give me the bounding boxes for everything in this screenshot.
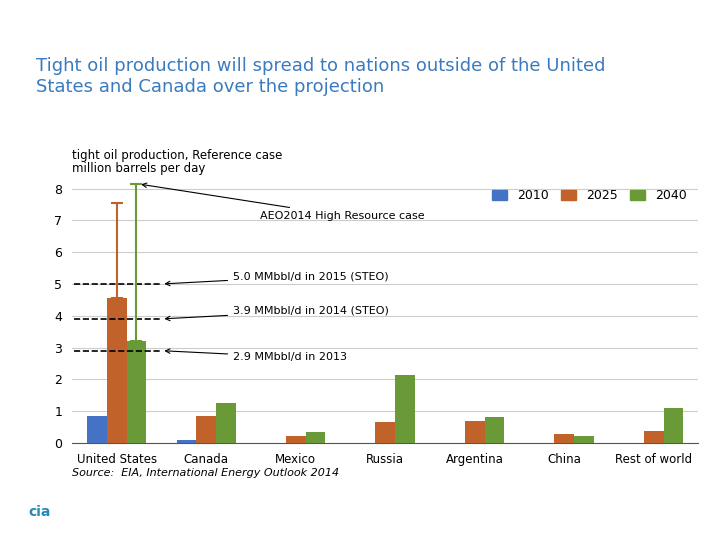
Bar (305, 431, 325, 443)
Legend: 2010, 2025, 2040: 2010, 2025, 2040 (487, 185, 692, 207)
Text: tight oil production, Reference case: tight oil production, Reference case (72, 149, 282, 163)
Text: 5.0 MMbbl/d in 2015 (STEO): 5.0 MMbbl/d in 2015 (STEO) (166, 271, 389, 286)
Text: 2.9 MMbbl/d in 2013: 2.9 MMbbl/d in 2013 (166, 349, 347, 362)
Text: AEO2014 High Resource case: AEO2014 High Resource case (142, 183, 425, 221)
Bar (176, 440, 197, 443)
Bar (107, 298, 127, 443)
Text: Deloitte Oil and Gas Conference: Deloitte Oil and Gas Conference (101, 498, 268, 508)
Bar (127, 341, 146, 443)
Text: 9: 9 (690, 503, 702, 521)
Bar (644, 431, 664, 443)
Bar (485, 417, 504, 443)
Text: November 18, 2014: November 18, 2014 (101, 519, 204, 529)
Text: 3.9 MMbbl/d in 2014 (STEO): 3.9 MMbbl/d in 2014 (STEO) (166, 306, 389, 321)
FancyBboxPatch shape (0, 487, 94, 538)
Text: Tight oil production will spread to nations outside of the United
States and Can: Tight oil production will spread to nati… (36, 57, 606, 96)
Text: Source:  EIA, International Energy Outlook 2014: Source: EIA, International Energy Outloo… (72, 468, 339, 478)
Bar (216, 403, 235, 443)
Text: million barrels per day: million barrels per day (72, 161, 205, 175)
Bar (664, 408, 683, 443)
Bar (465, 421, 485, 443)
Bar (574, 436, 594, 443)
Bar (375, 422, 395, 443)
Bar (554, 434, 574, 443)
Text: cia: cia (28, 505, 51, 518)
Bar (286, 436, 305, 443)
Bar (197, 416, 216, 443)
Bar (87, 416, 107, 443)
Bar (395, 375, 415, 443)
